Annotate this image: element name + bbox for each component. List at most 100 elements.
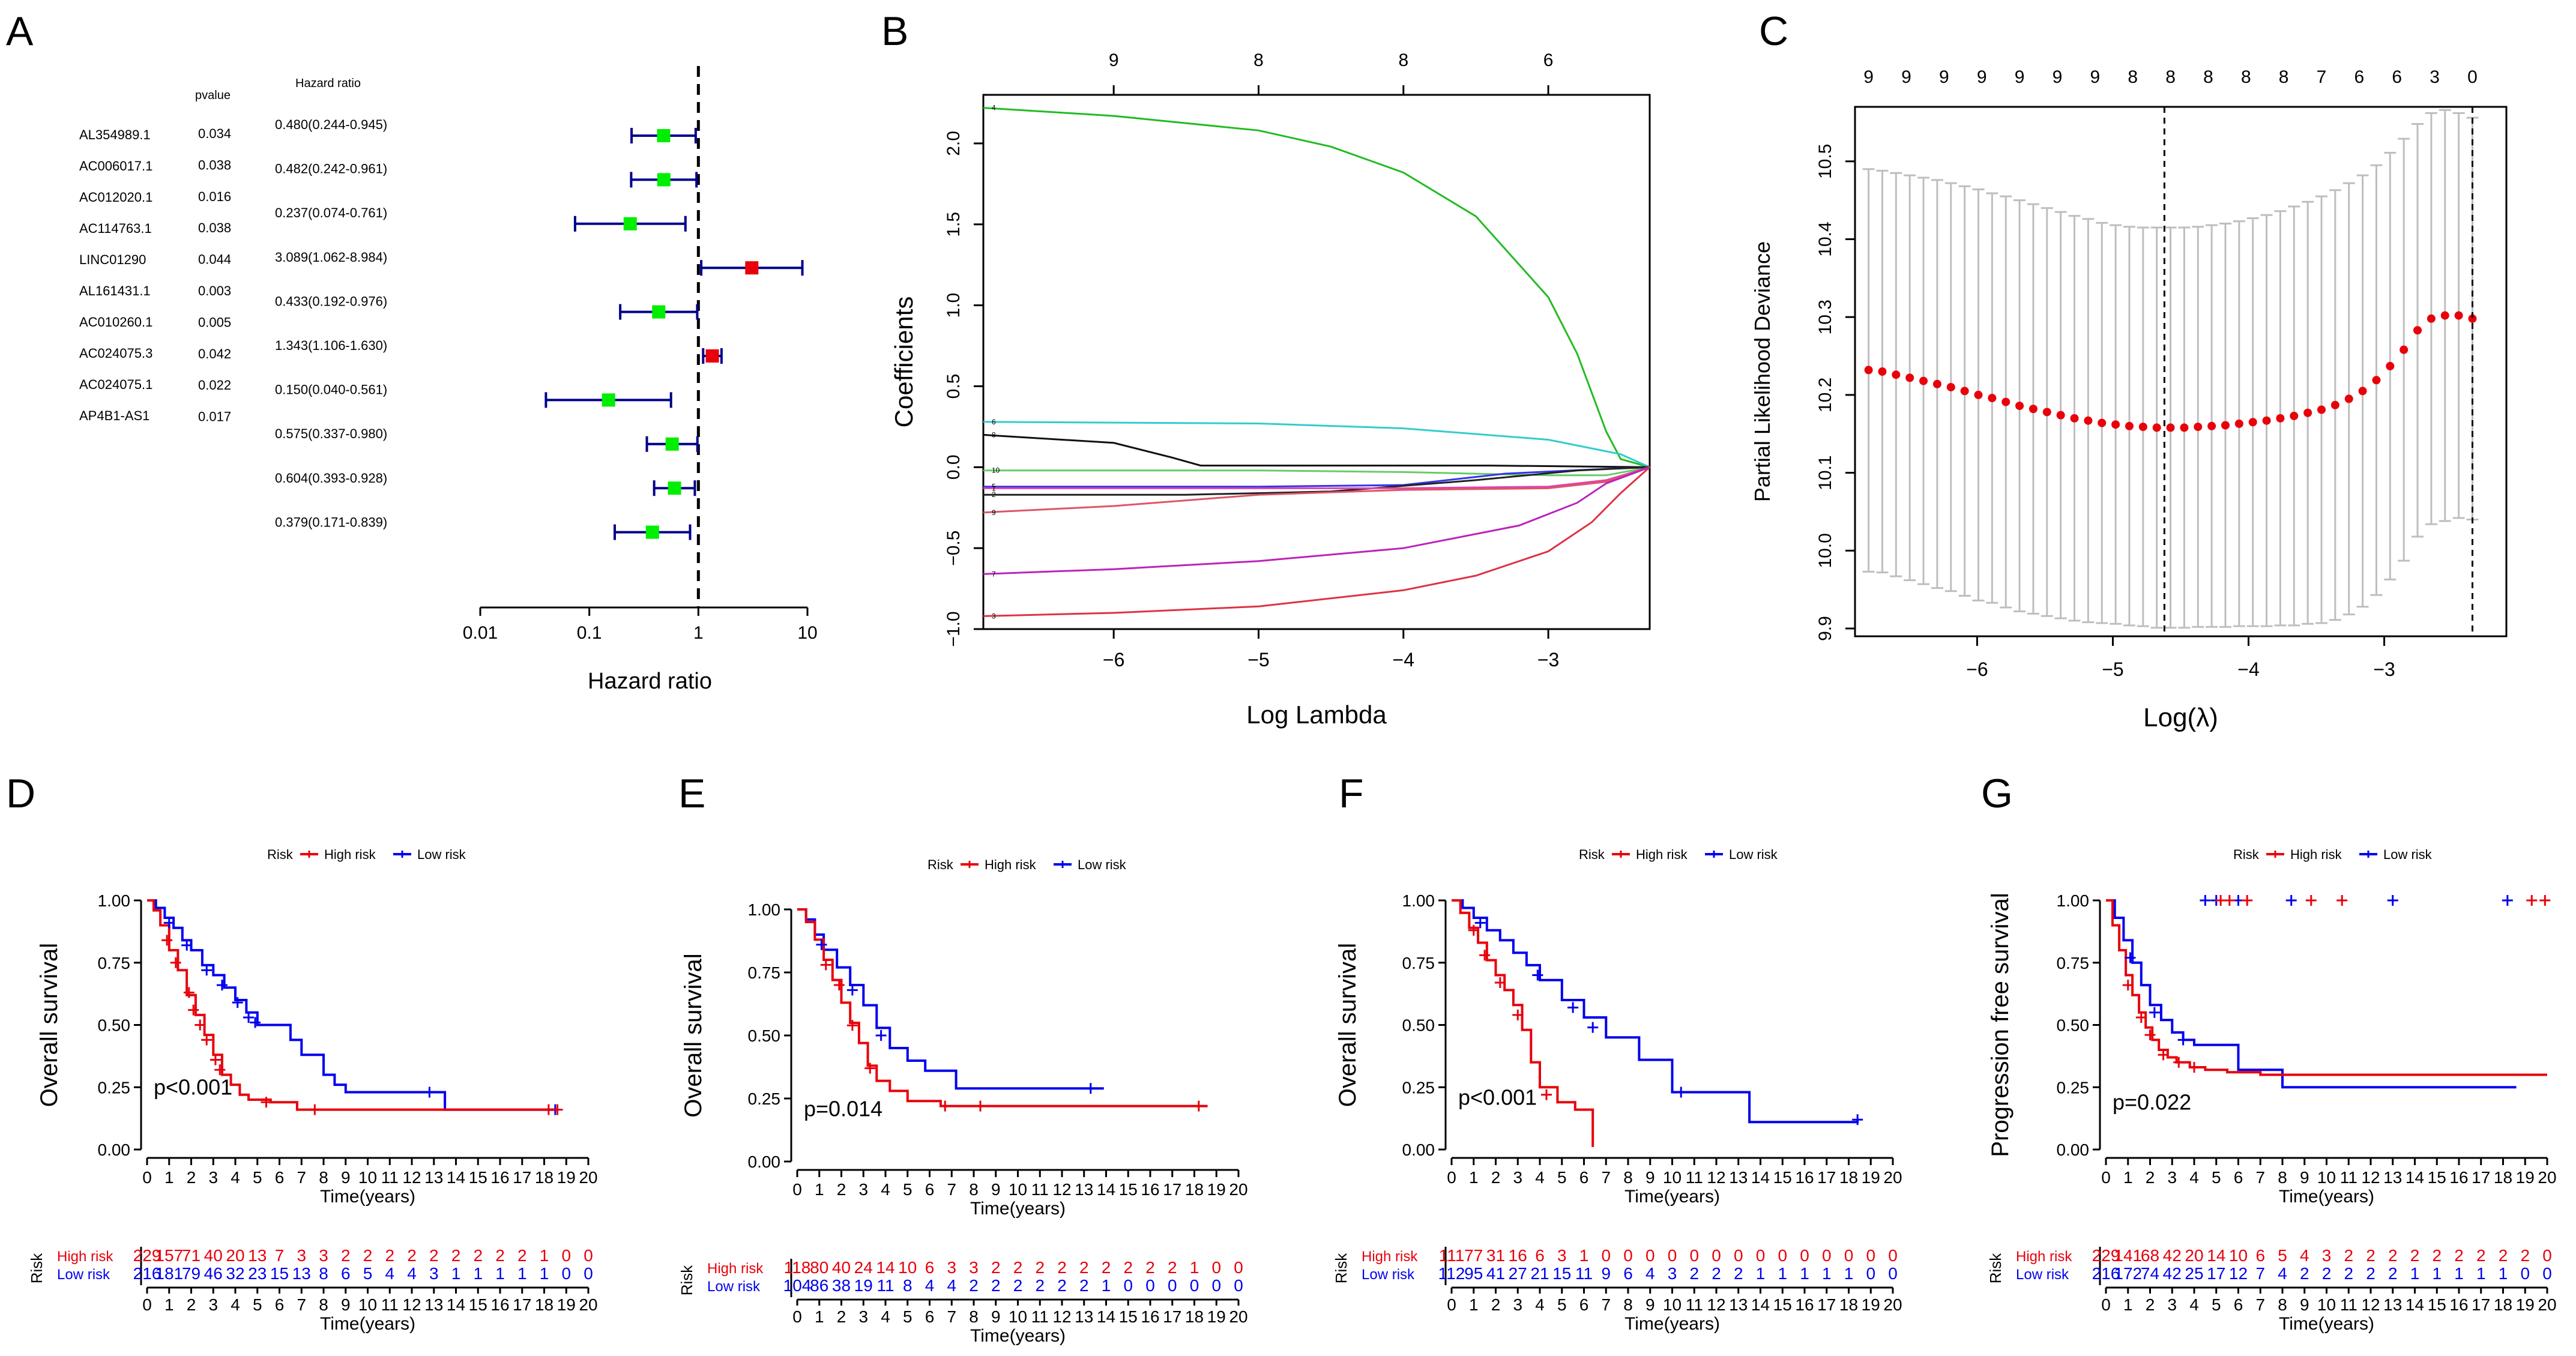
pvalue-label: 0.016 <box>198 189 231 204</box>
path-label: 5 <box>992 483 996 491</box>
gene-label: AC114763.1 <box>79 221 152 236</box>
x-axis-title: Time(years) <box>1624 1187 1720 1207</box>
risk-count-low: 2 <box>1689 1264 1699 1283</box>
risk-count-high: 6 <box>1535 1246 1545 1265</box>
deviance-point <box>2372 376 2381 385</box>
x-tick-label: 19 <box>1207 1180 1226 1199</box>
risk-x-tick-label: 20 <box>2538 1295 2556 1314</box>
risk-count-high: 40 <box>832 1258 851 1277</box>
gene-label: AC006017.1 <box>79 158 152 173</box>
risk-count-low: 3 <box>429 1264 439 1283</box>
x-tick-label: 5 <box>903 1180 912 1199</box>
legend-title: Risk <box>2233 847 2260 862</box>
risk-count-high: 111 <box>1439 1246 1465 1265</box>
hr-marker <box>668 481 681 495</box>
coef-path <box>983 466 1650 617</box>
risk-count-high: 77 <box>1464 1246 1483 1265</box>
risk-count-high: 80 <box>810 1258 828 1277</box>
risk-row-label-high: High risk <box>2016 1249 2072 1265</box>
risk-count-high: 2 <box>1123 1258 1133 1277</box>
x-tick-label: 4 <box>231 1168 240 1187</box>
x-tick-label: 19 <box>1862 1168 1880 1187</box>
coef-path <box>983 433 1650 468</box>
x-tick-label: 13 <box>424 1168 443 1187</box>
x-tick-label: 19 <box>557 1168 576 1187</box>
hr-ci-label: 0.480(0.244-0.945) <box>275 117 387 132</box>
plot-frame <box>982 94 1651 630</box>
risk-x-tick-label: 13 <box>1729 1295 1748 1314</box>
risk-count-low: 2 <box>1712 1264 1721 1283</box>
pvalue-label: 0.005 <box>198 315 231 330</box>
x-tick-label: 6 <box>925 1180 935 1199</box>
x-tick-label: 10 <box>1663 1168 1682 1187</box>
risk-x-axis-title: Time(years) <box>1624 1314 1720 1334</box>
risk-count-high: 2 <box>991 1258 1001 1277</box>
risk-x-tick-label: 0 <box>1447 1295 1456 1314</box>
risk-count-high: 2 <box>2410 1246 2420 1265</box>
risk-x-tick-label: 0 <box>2101 1295 2111 1314</box>
x-tick-label: 3 <box>2167 1168 2177 1187</box>
survival-curve-high-risk <box>147 899 558 1111</box>
risk-count-low: 4 <box>947 1276 956 1295</box>
y-tick-label: 0.0 <box>944 454 964 480</box>
risk-count-high: 14 <box>876 1258 894 1277</box>
risk-x-tick-label: 20 <box>1229 1307 1247 1326</box>
x-tick-label: −6 <box>1966 658 1988 680</box>
legend-label-high: High risk <box>2290 847 2342 862</box>
risk-count-high: 68 <box>2141 1246 2159 1265</box>
risk-x-tick-label: 9 <box>341 1295 351 1314</box>
survival-curve-high-risk <box>1452 899 1594 1147</box>
risk-count-high: 0 <box>1756 1246 1766 1265</box>
risk-count-low: 2 <box>1734 1264 1743 1283</box>
x-tick-label: −5 <box>1247 649 1269 670</box>
risk-x-tick-label: 14 <box>1097 1307 1115 1326</box>
y-axis-title: Coefficients <box>890 297 918 428</box>
x-tick-label: 19 <box>2516 1168 2535 1187</box>
x-axis-title: Hazard ratio <box>588 669 712 694</box>
top-count-label: 9 <box>1863 67 1874 87</box>
risk-count-low: 2 <box>2300 1264 2309 1283</box>
deviance-point <box>1919 376 1928 385</box>
deviance-point <box>2386 361 2395 370</box>
risk-count-high: 42 <box>2163 1246 2182 1265</box>
risk-axis-title: Risk <box>1986 1253 2004 1284</box>
x-tick-label: 0 <box>1447 1168 1456 1187</box>
risk-x-tick-label: 16 <box>1141 1307 1159 1326</box>
x-tick-label: 18 <box>1839 1168 1858 1187</box>
panel-b-lasso-coefficients: 4 6 8 10 521 9 7 3 −6 −5 −4 −3 −1.0 −0.5 0.0 0.5 1.0 1.5 2… <box>890 50 1651 729</box>
y-tick-label: 0.00 <box>748 1153 781 1171</box>
deviance-point <box>2015 402 2024 411</box>
risk-count-high: 0 <box>1211 1258 1221 1277</box>
x-axis-title: Log(λ) <box>2143 703 2218 732</box>
risk-count-low: 74 <box>2141 1264 2159 1283</box>
risk-row-label-high: High risk <box>1362 1249 1418 1265</box>
risk-count-low: 2 <box>1035 1276 1045 1295</box>
risk-x-tick-label: 8 <box>1623 1295 1633 1314</box>
deviance-point <box>2427 314 2436 323</box>
risk-count-low: 1 <box>451 1264 461 1283</box>
x-tick-label: 20 <box>579 1168 597 1187</box>
x-tick-label: 1 <box>815 1180 824 1199</box>
x-tick-label: 3 <box>858 1180 868 1199</box>
top-count-label: 9 <box>2090 67 2100 87</box>
panel-a-forest-plot: pvalue Hazard ratio AL354989.1 AC006017.1 AC… <box>79 66 818 694</box>
top-count-label: 9 <box>2053 67 2063 87</box>
risk-count-high: 2 <box>1079 1258 1089 1277</box>
y-tick-label: 0.75 <box>2057 954 2090 972</box>
risk-count-low: 1 <box>2454 1264 2464 1283</box>
risk-count-high: 6 <box>2255 1246 2265 1265</box>
y-tick-label: 0.5 <box>944 374 964 399</box>
x-tick-label: 1 <box>1469 1168 1479 1187</box>
top-tick-label: 9 <box>1109 50 1119 70</box>
risk-x-tick-label: 19 <box>1207 1307 1226 1326</box>
risk-x-tick-label: 18 <box>2494 1295 2512 1314</box>
top-count-label: 8 <box>2165 67 2176 87</box>
risk-count-high: 0 <box>561 1246 571 1265</box>
risk-count-low: 79 <box>182 1264 201 1283</box>
risk-count-high: 2 <box>1102 1258 1111 1277</box>
deviance-point <box>1892 370 1901 379</box>
risk-count-high: 2 <box>1057 1258 1067 1277</box>
path-label: 3 <box>992 612 996 620</box>
risk-count-high: 2 <box>363 1246 373 1265</box>
deviance-point <box>2276 414 2285 423</box>
